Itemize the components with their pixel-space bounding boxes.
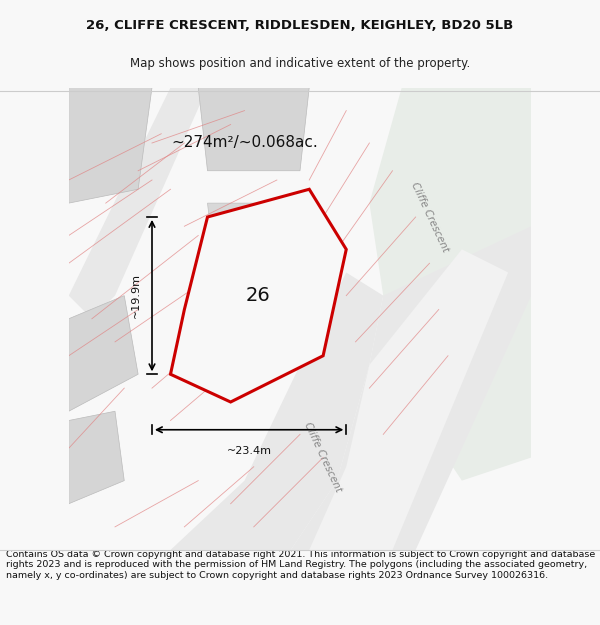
Polygon shape	[170, 272, 383, 550]
Polygon shape	[69, 296, 138, 411]
Text: ~23.4m: ~23.4m	[227, 446, 272, 456]
Polygon shape	[170, 189, 346, 402]
Text: Cliffe Crescent: Cliffe Crescent	[302, 421, 344, 494]
Text: ~274m²/~0.068ac.: ~274m²/~0.068ac.	[171, 136, 318, 151]
Polygon shape	[198, 88, 309, 171]
Polygon shape	[208, 203, 309, 282]
Text: 26, CLIFFE CRESCENT, RIDDLESDEN, KEIGHLEY, BD20 5LB: 26, CLIFFE CRESCENT, RIDDLESDEN, KEIGHLE…	[86, 19, 514, 32]
Text: Cliffe Crescent: Cliffe Crescent	[409, 181, 450, 254]
Text: ~19.9m: ~19.9m	[130, 273, 140, 318]
Polygon shape	[69, 88, 208, 319]
Text: Map shows position and indicative extent of the property.: Map shows position and indicative extent…	[130, 57, 470, 70]
Text: 26: 26	[246, 286, 271, 305]
Polygon shape	[69, 88, 152, 203]
Text: Contains OS data © Crown copyright and database right 2021. This information is : Contains OS data © Crown copyright and d…	[6, 550, 595, 580]
Polygon shape	[370, 88, 531, 481]
Polygon shape	[235, 240, 300, 296]
Polygon shape	[309, 249, 508, 550]
Polygon shape	[69, 411, 124, 504]
Polygon shape	[291, 226, 531, 550]
